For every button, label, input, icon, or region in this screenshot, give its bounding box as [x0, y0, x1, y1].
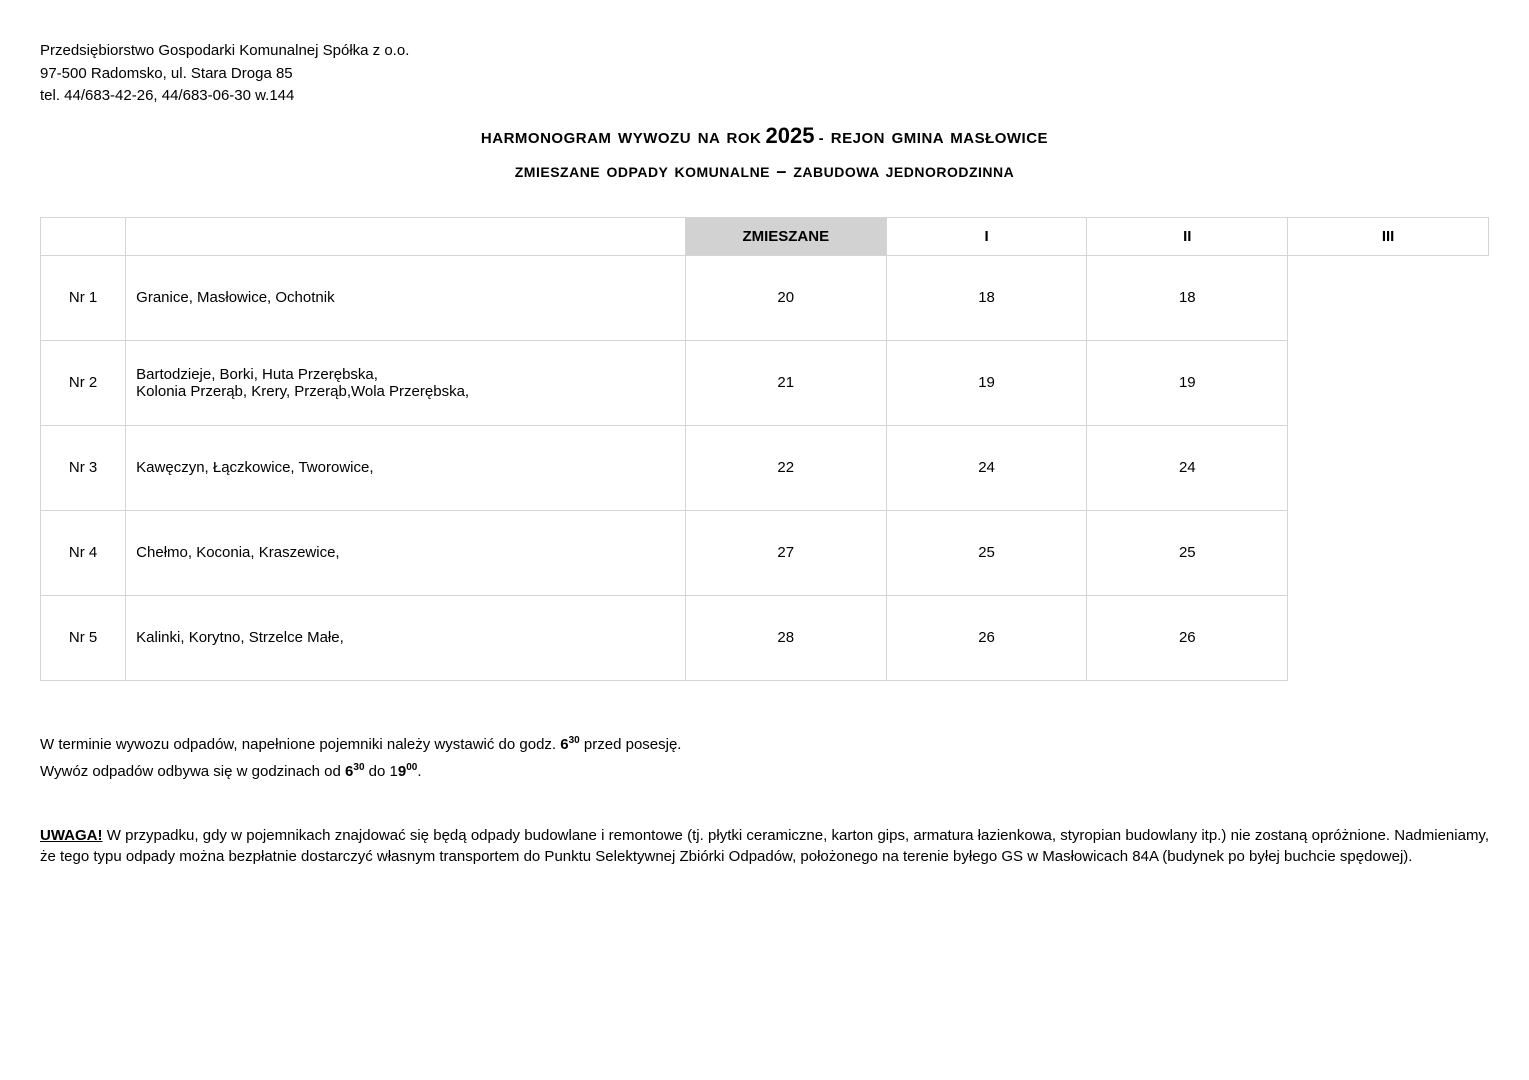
subtitle-dash: – — [776, 161, 787, 181]
cell-location: Chełmo, Koconia, Kraszewice, — [126, 510, 686, 595]
cell-value: 25 — [886, 510, 1087, 595]
warning-block: UWAGA! W przypadku, gdy w pojemnikach zn… — [40, 825, 1489, 867]
table-row: Nr 3Kawęczyn, Łączkowice, Tworowice,2224… — [41, 425, 1489, 510]
cell-value: 18 — [886, 255, 1087, 340]
cell-nr: Nr 5 — [41, 595, 126, 680]
header-type: ZMIESZANE — [685, 217, 886, 255]
cell-location: Kawęczyn, Łączkowice, Tworowice, — [126, 425, 686, 510]
header-nr — [41, 217, 126, 255]
cell-nr: Nr 4 — [41, 510, 126, 595]
cell-value: 27 — [685, 510, 886, 595]
note2-t1: 630 — [345, 763, 364, 780]
cell-value: 19 — [1087, 340, 1288, 425]
notes-block: W terminie wywozu odpadów, napełnione po… — [40, 731, 1489, 785]
document-subtitle: ZMIESZANE ODPADY KOMUNALNE – ZABUDOWA JE… — [40, 161, 1489, 182]
cell-value: 26 — [1087, 595, 1288, 680]
table-header-row: ZMIESZANE I II III — [41, 217, 1489, 255]
cell-nr: Nr 1 — [41, 255, 126, 340]
note-line-2: Wywóz odpadów odbywa się w godzinach od … — [40, 758, 1489, 785]
cell-value: 21 — [685, 340, 886, 425]
table-row: Nr 2Bartodzieje, Borki, Huta Przerębska,… — [41, 340, 1489, 425]
company-phone: tel. 44/683-42-26, 44/683-06-30 w.144 — [40, 85, 1489, 108]
cell-value: 25 — [1087, 510, 1288, 595]
note2-post: . — [417, 763, 421, 780]
note2-pre: Wywóz odpadów odbywa się w godzinach od — [40, 763, 345, 780]
warning-label: UWAGA! — [40, 827, 103, 844]
table-row: Nr 5Kalinki, Korytno, Strzelce Małe,2826… — [41, 595, 1489, 680]
title-prefix: HARMONOGRAM WYWOZU NA ROK — [481, 130, 761, 147]
cell-location: Kalinki, Korytno, Strzelce Małe, — [126, 595, 686, 680]
title-suffix: - REJON GMINA MASŁOWICE — [819, 130, 1048, 147]
title-year: 2025 — [766, 123, 815, 148]
company-name: Przedsiębiorstwo Gospodarki Komunalnej S… — [40, 40, 1489, 63]
company-header: Przedsiębiorstwo Gospodarki Komunalnej S… — [40, 40, 1489, 108]
cell-value: 26 — [886, 595, 1087, 680]
cell-value: 18 — [1087, 255, 1288, 340]
cell-value: 20 — [685, 255, 886, 340]
subtitle-left: ZMIESZANE ODPADY KOMUNALNE — [515, 164, 770, 180]
note-line-1: W terminie wywozu odpadów, napełnione po… — [40, 731, 1489, 758]
cell-location: Bartodzieje, Borki, Huta Przerębska,Kolo… — [126, 340, 686, 425]
cell-location: Granice, Masłowice, Ochotnik — [126, 255, 686, 340]
header-loc — [126, 217, 686, 255]
cell-value: 19 — [886, 340, 1087, 425]
subtitle-right: ZABUDOWA JEDNORODZINNA — [793, 164, 1014, 180]
header-month-3: III — [1288, 217, 1489, 255]
note2-t2: 900 — [398, 763, 417, 780]
header-month-1: I — [886, 217, 1087, 255]
cell-value: 24 — [1087, 425, 1288, 510]
note2-mid: do 1 — [365, 763, 398, 780]
warning-text: W przypadku, gdy w pojemnikach znajdować… — [40, 827, 1489, 865]
cell-nr: Nr 2 — [41, 340, 126, 425]
cell-value: 28 — [685, 595, 886, 680]
cell-value: 22 — [685, 425, 886, 510]
document-title: HARMONOGRAM WYWOZU NA ROK 2025 - REJON G… — [40, 123, 1489, 149]
note1-pre: W terminie wywozu odpadów, napełnione po… — [40, 736, 560, 753]
header-month-2: II — [1087, 217, 1288, 255]
company-address: 97-500 Radomsko, ul. Stara Droga 85 — [40, 63, 1489, 86]
schedule-table: ZMIESZANE I II III Nr 1Granice, Masłowic… — [40, 217, 1489, 681]
table-row: Nr 4Chełmo, Koconia, Kraszewice,272525 — [41, 510, 1489, 595]
table-row: Nr 1Granice, Masłowice, Ochotnik201818 — [41, 255, 1489, 340]
cell-value: 24 — [886, 425, 1087, 510]
note1-post: przed posesję. — [580, 736, 682, 753]
note1-time: 630 — [560, 736, 579, 753]
cell-nr: Nr 3 — [41, 425, 126, 510]
